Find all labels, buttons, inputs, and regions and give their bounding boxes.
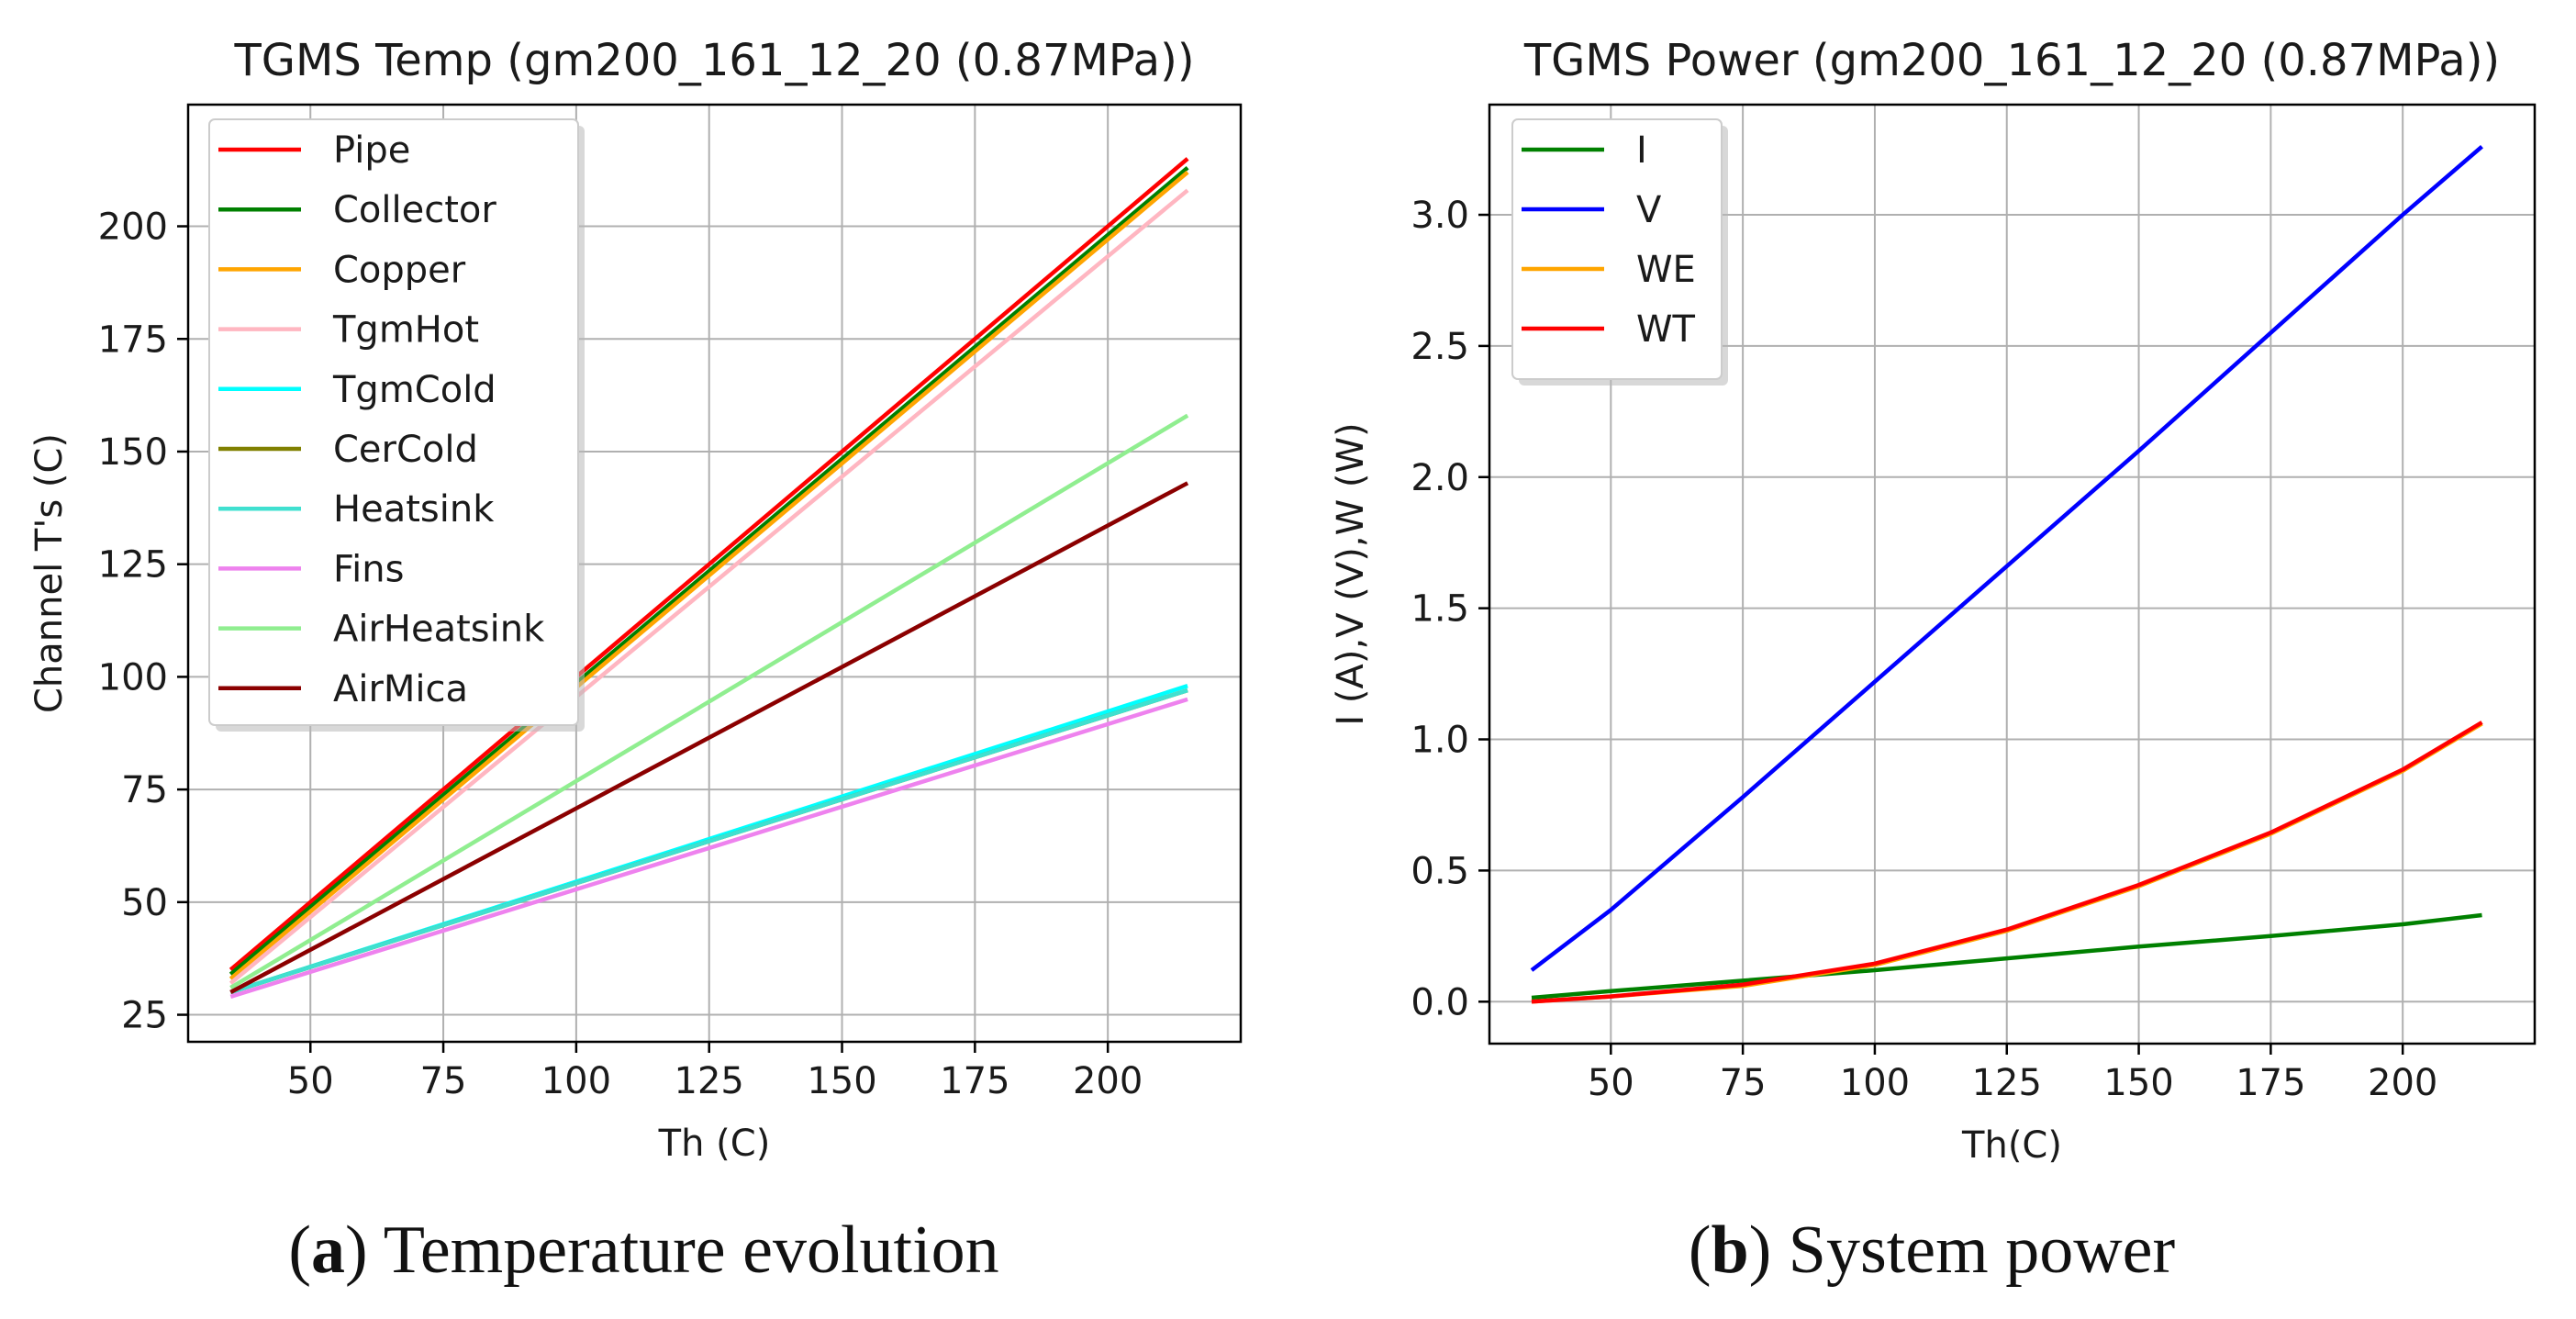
y-tick-label: 1.5: [1411, 588, 1469, 631]
x-tick-label: 150: [807, 1060, 876, 1102]
y-tick-label: 0.5: [1411, 850, 1469, 892]
x-tick-label: 100: [541, 1060, 611, 1102]
legend-label-v: V: [1636, 189, 1662, 231]
series-line-copper: [229, 170, 1189, 981]
y-tick-label: 100: [98, 656, 168, 699]
x-tick-label: 75: [1720, 1062, 1767, 1104]
y-tick-label: 50: [121, 882, 168, 924]
series-line-i: [1531, 912, 2482, 1000]
series-line-heatsink: [229, 687, 1188, 995]
y-tick-label: 2.5: [1411, 326, 1469, 368]
legend: Pipe Collector Copper TgmHot TgmCold CerCold H…: [208, 118, 585, 732]
x-axis-label: Th(C): [1961, 1124, 2062, 1167]
y-tick-label: 125: [98, 544, 168, 587]
caption-letter-b: b: [1711, 1213, 1749, 1288]
axis-ticks: 50 75 100 125 150 175 200 25 50 75 100 125 150 175 200: [98, 207, 1143, 1102]
y-tick-label: 25: [121, 995, 168, 1037]
chart-title: TGMS Temp (gm200_161_12_20 (0.87MPa)): [233, 35, 1194, 86]
caption-letter-a: a: [310, 1213, 345, 1288]
series-line-pipe: [229, 157, 1189, 972]
legend-box: [1511, 118, 1723, 380]
series-line-wt: [1531, 721, 2483, 1004]
series-line-tgmhot: [229, 188, 1189, 985]
legend-label-wt: WT: [1636, 308, 1696, 351]
legend-label-tgmcold: TgmCold: [332, 369, 496, 411]
x-tick-label: 75: [420, 1060, 467, 1102]
x-tick-label: 50: [287, 1060, 334, 1102]
series-lines: [1530, 144, 2483, 1004]
y-tick-label: 75: [121, 769, 168, 811]
y-tick-label: 0.0: [1411, 981, 1469, 1023]
legend-label-we: WE: [1636, 249, 1696, 291]
series-line-collector: [229, 165, 1189, 977]
y-tick-label: 175: [98, 319, 168, 361]
x-tick-label: 125: [1972, 1062, 2042, 1104]
y-tick-label: 2.0: [1411, 457, 1469, 499]
y-tick-label: 200: [98, 207, 168, 249]
legend: IV WE WT: [1511, 118, 1728, 386]
series-line-fins: [229, 697, 1188, 1000]
y-tick-label: 1.0: [1411, 720, 1469, 762]
gridlines: [1489, 105, 2535, 1044]
legend-label-collector: Collector: [333, 189, 496, 231]
power-chart: 50 75 100 125 150 175 200 0.0 0.5 1.0 1.5 2.0 2.5 3.0…: [1330, 35, 2537, 1167]
y-axis-label: I (A),V (V),W (W): [1330, 422, 1372, 725]
series-line-airmica: [229, 481, 1189, 994]
legend-label-copper: Copper: [333, 249, 466, 291]
caption-temperature: (a) Temperature evolution: [288, 1213, 999, 1288]
plot-frame: [1488, 103, 2537, 1045]
legend-label-i: I: [1636, 129, 1647, 172]
x-tick-label: 100: [1840, 1062, 1910, 1104]
series-line-airheatsink: [229, 413, 1189, 990]
caption-text-a: Temperature evolution: [367, 1213, 999, 1288]
x-tick-label: 50: [1588, 1062, 1634, 1104]
x-axis-label: Th (C): [658, 1123, 771, 1165]
legend-label-airheatsink: AirHeatsink: [333, 609, 545, 651]
legend-label-cercold: CerCold: [333, 429, 478, 471]
series-lines: [229, 157, 1189, 1000]
plot-frame: [186, 103, 1243, 1044]
x-tick-label: 175: [940, 1060, 1009, 1102]
legend-label-fins: Fins: [333, 548, 404, 590]
power-chart-panel: 50 75 100 125 150 175 200 0.0 0.5 1.0 1.5 2.0 2.5 3.0…: [1288, 0, 2576, 1319]
x-tick-label: 125: [675, 1060, 744, 1102]
x-tick-label: 200: [2368, 1062, 2437, 1104]
axis-ticks: 50 75 100 125 150 175 200 0.0 0.5 1.0 1.5 2.0 2.5 3.0: [1411, 195, 2437, 1104]
series-line-v: [1530, 144, 2483, 972]
temperature-chart: 50 75 100 125 150 175 200 25 50 75 100 125 150 175 200…: [28, 35, 1243, 1165]
caption-text-b: System power: [1771, 1213, 2176, 1288]
temperature-chart-panel: 50 75 100 125 150 175 200 25 50 75 100 125 150 175 200…: [28, 35, 1243, 1165]
legend-box: [208, 118, 579, 726]
chart-title: TGMS Power (gm200_161_12_20 (0.87MPa)): [1523, 35, 2500, 86]
legend-label-tgmhot: TgmHot: [332, 309, 479, 352]
y-tick-label: 150: [98, 431, 168, 474]
legend-label-heatsink: Heatsink: [333, 488, 495, 531]
legend-label-airmica: AirMica: [333, 668, 468, 710]
caption-power: (b) System power: [1688, 1213, 2176, 1288]
legend-label-pipe: Pipe: [333, 129, 410, 172]
y-tick-label: 3.0: [1411, 195, 1469, 237]
x-tick-label: 200: [1073, 1060, 1143, 1102]
x-tick-label: 150: [2103, 1062, 2173, 1104]
y-axis-label: Channel T's (C): [28, 433, 71, 713]
x-tick-label: 175: [2236, 1062, 2305, 1104]
